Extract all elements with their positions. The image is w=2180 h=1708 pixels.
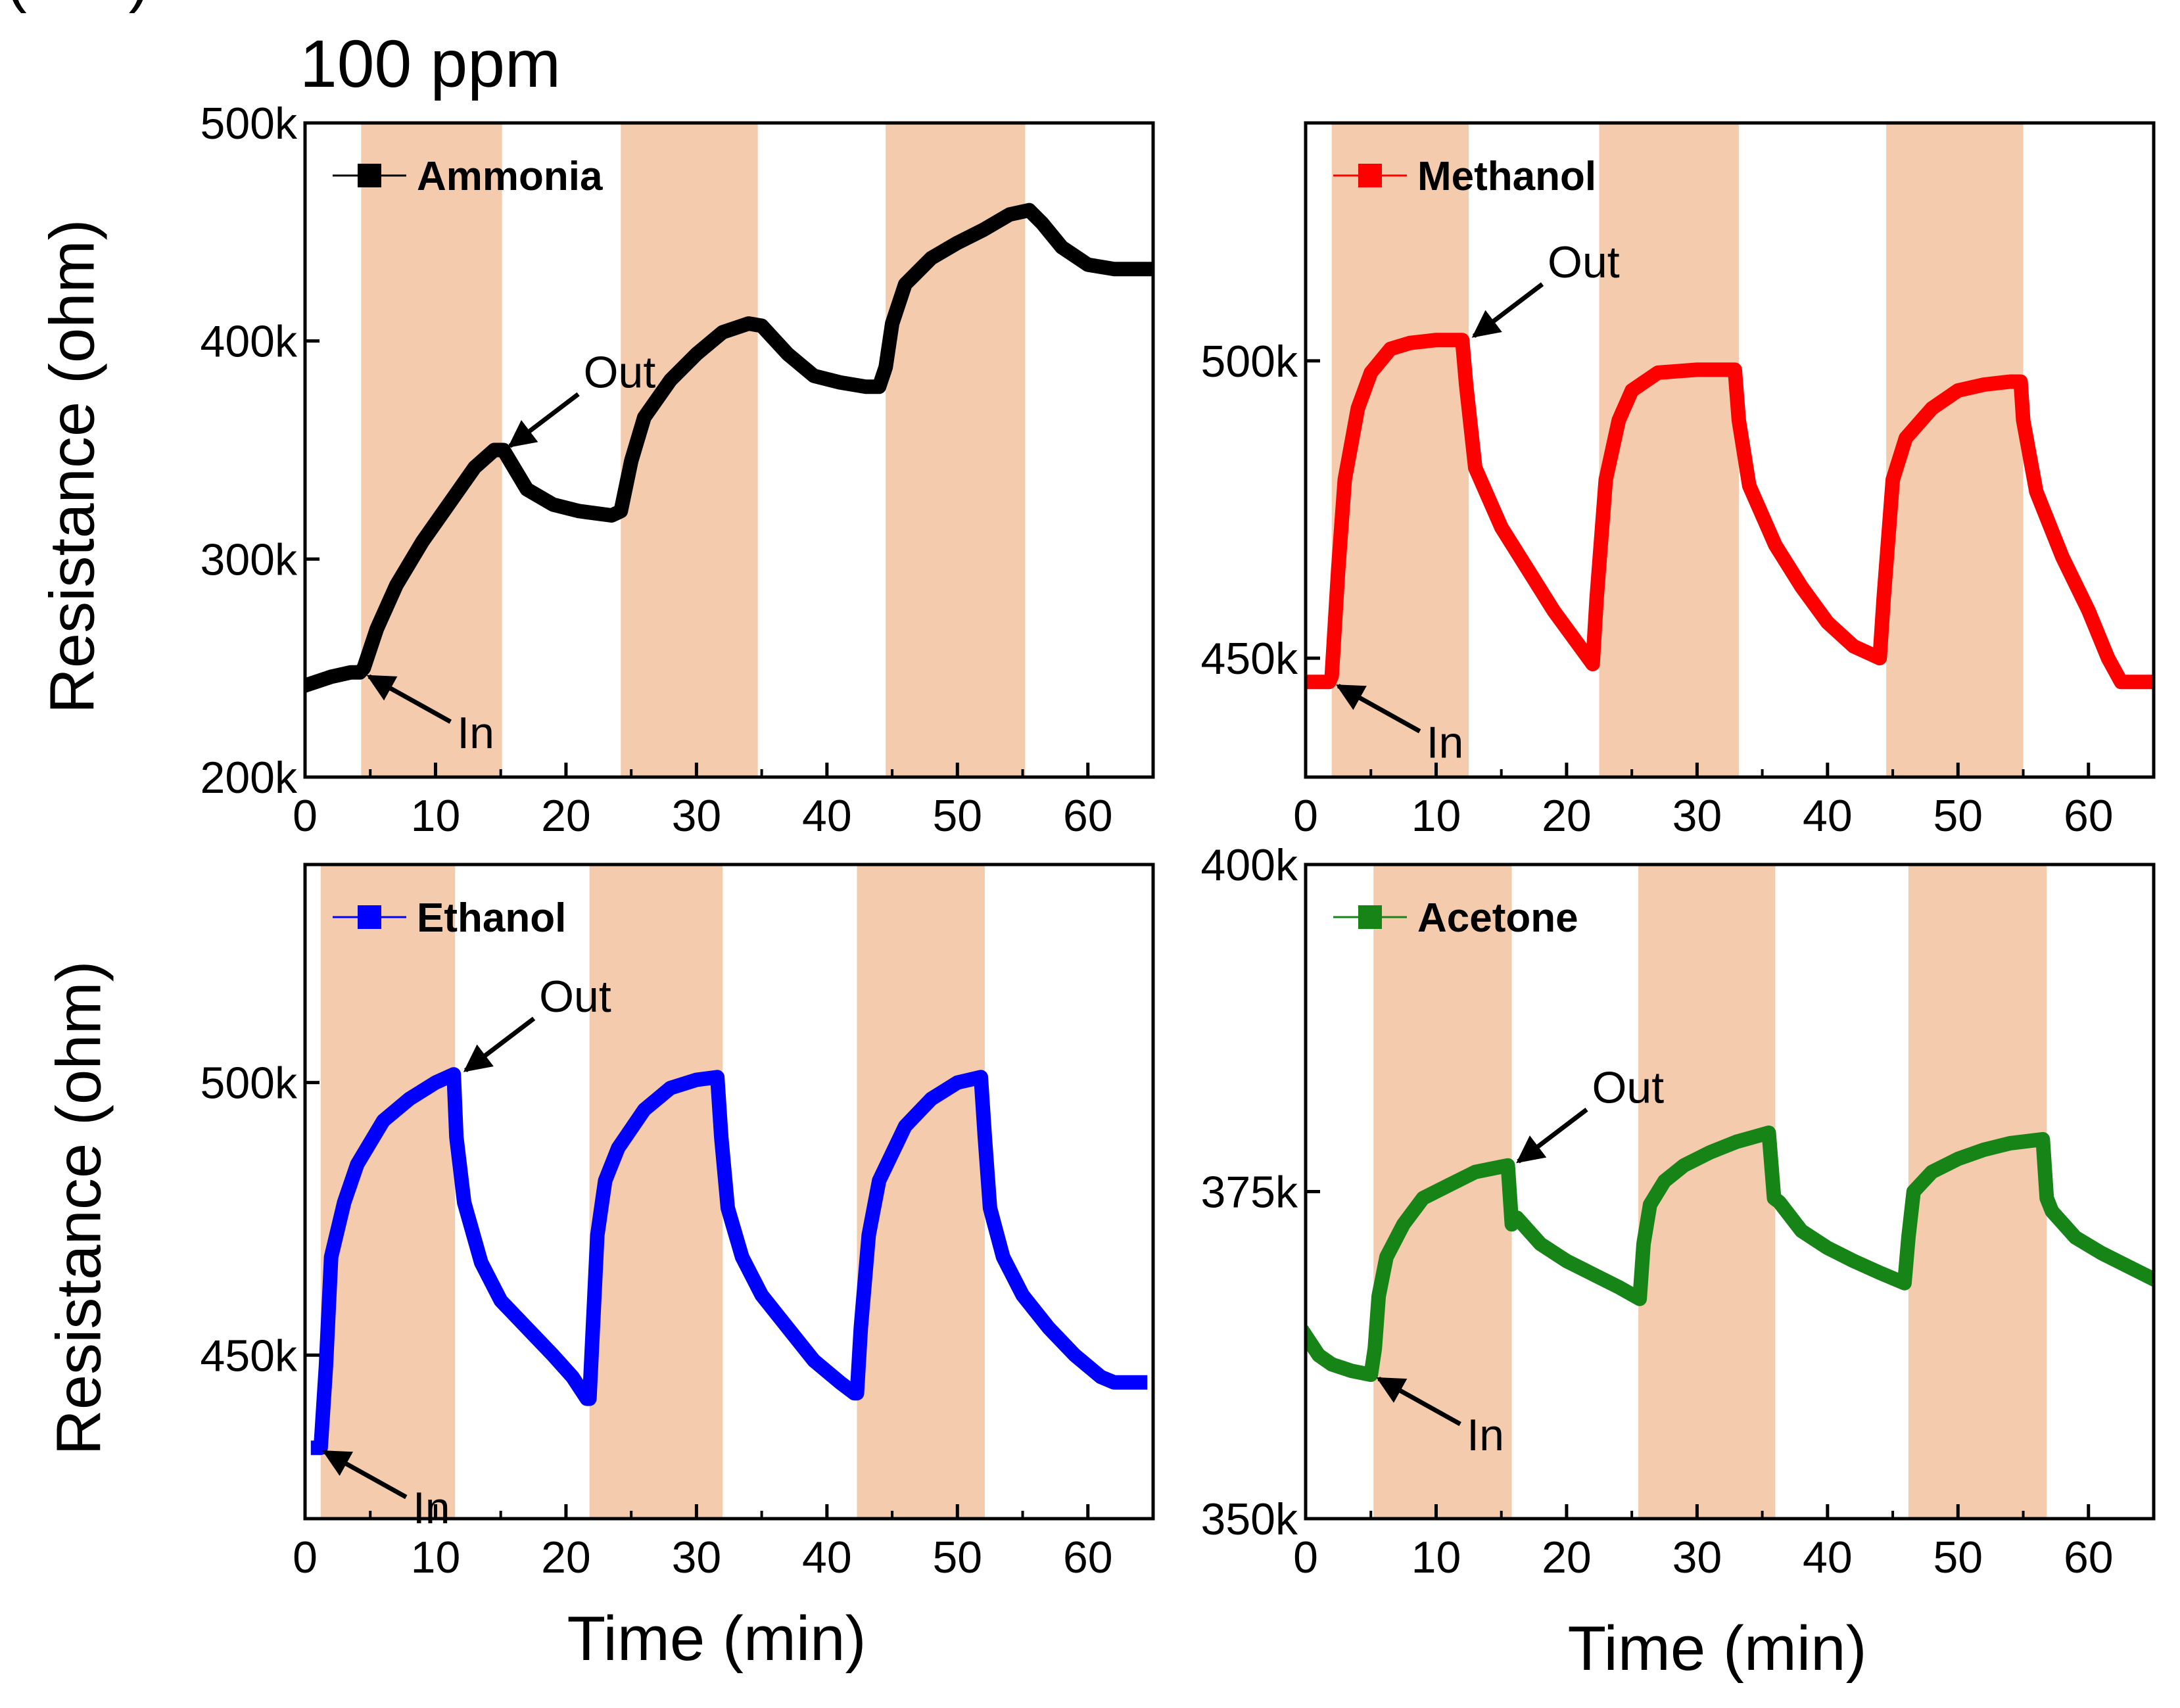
out-label: Out <box>584 348 656 398</box>
in-label: In <box>457 708 494 758</box>
x-tick-label: 30 <box>1672 791 1722 841</box>
legend-label: Methanol <box>1417 154 1596 199</box>
y-tick-label: 450k <box>201 1331 298 1381</box>
exposure-window <box>361 123 502 777</box>
y-tick-label: 500k <box>201 99 298 149</box>
figure-label: 100 ppm <box>300 26 561 101</box>
x-tick-label: 20 <box>541 791 591 841</box>
series-line-ethanol <box>310 1067 1148 1456</box>
in-label: In <box>1427 717 1464 767</box>
x-tick-label: 40 <box>1803 791 1853 841</box>
x-tick-label: 40 <box>1803 1532 1853 1582</box>
x-tick-label: 0 <box>1293 1532 1318 1582</box>
in-arrow <box>1376 1377 1461 1427</box>
exposure-window <box>621 123 758 777</box>
x-tick-label: 10 <box>1411 1532 1461 1582</box>
x-tick-label: 10 <box>1411 791 1461 841</box>
x-tick-label: 30 <box>672 1532 722 1582</box>
x-tick-label: 20 <box>1542 791 1592 841</box>
x-tick-label: 50 <box>1933 791 1983 841</box>
x-tick-label: 10 <box>411 1532 461 1582</box>
legend-label: Acetone <box>1417 895 1578 941</box>
in-label: In <box>1467 1410 1504 1460</box>
out-arrow <box>463 1016 536 1073</box>
legend-label: Ethanol <box>417 895 566 941</box>
legend-marker <box>358 905 381 929</box>
y-axis-title: Resistance (ohm) <box>37 219 108 713</box>
legend-marker <box>1358 164 1382 187</box>
plot-frame <box>1304 121 2156 779</box>
y-tick-label: 400k <box>1201 840 1298 890</box>
y-tick-label: 300k <box>201 534 298 584</box>
x-tick-label: 30 <box>672 791 722 841</box>
x-tick-label: 0 <box>293 1532 318 1582</box>
x-axis-title: Time (min) <box>1567 1613 1866 1684</box>
exposure-window <box>1599 123 1739 777</box>
out-label: Out <box>539 972 611 1022</box>
series-line-methanol <box>1306 333 2154 690</box>
panel-ammonia: 0 10 20 30 40 50 60 200k 300k 400k 500k Ammonia In Ou… <box>37 99 1155 841</box>
plot-frame <box>303 121 1155 779</box>
out-arrow <box>1516 1107 1588 1164</box>
exposure-window <box>886 123 1026 777</box>
panel-methanol: 0 10 20 30 40 50 60 450k 500k Methanol In Out Time (… <box>1201 121 2156 1684</box>
y-tick-label: 450k <box>1201 634 1298 684</box>
panels: 0 10 20 30 40 50 60 200k 300k 400k 500k Ammonia In Ou… <box>0 0 2156 1684</box>
panel-ethanol: 0 10 20 30 40 50 60 450k 500k Ethanol In Out Resista… <box>44 863 1155 1674</box>
y-tick-label: 400k <box>201 317 298 367</box>
x-tick-label: 50 <box>1933 1532 1983 1582</box>
x-tick-label: 50 <box>932 791 982 841</box>
y-tick-label: 200k <box>201 753 298 803</box>
y-tick-label: 500k <box>1201 337 1298 387</box>
x-tick-label: 30 <box>1672 1532 1722 1582</box>
panel-acetone: 0 10 20 30 40 50 60 350k 375k 400k Acetone In Out Tim… <box>0 0 2156 1582</box>
exposure-window <box>1908 865 2047 1519</box>
in-arrow <box>322 1450 408 1500</box>
y-axis-title: Resistance (ohm) <box>44 961 114 1455</box>
x-tick-label: 50 <box>932 1532 982 1582</box>
legend-label: Ammonia <box>417 154 603 199</box>
x-tick-label: 20 <box>1542 1532 1592 1582</box>
x-tick-label: 10 <box>411 791 461 841</box>
in-label: In <box>413 1483 450 1533</box>
out-label: Out <box>1548 237 1620 287</box>
x-axis-title: Time (min) <box>567 1603 866 1674</box>
x-tick-label: 20 <box>541 1532 591 1582</box>
in-arrow <box>1335 684 1421 734</box>
exposure-window <box>589 865 723 1519</box>
series-line-acetone <box>1306 1126 2154 1383</box>
plot-frame <box>303 863 1155 1521</box>
x-tick-label: 40 <box>802 1532 852 1582</box>
series-line-ammonia <box>305 202 1153 694</box>
y-tick-label: 375k <box>1201 1168 1298 1218</box>
x-tick-label: 40 <box>802 791 852 841</box>
legend-marker <box>1358 905 1382 929</box>
x-tick-label: 0 <box>293 791 318 841</box>
x-tick-label: 60 <box>2064 1532 2114 1582</box>
y-tick-label: 350k <box>1201 1494 1298 1544</box>
legend-marker <box>358 164 381 187</box>
out-arrow <box>508 392 580 448</box>
out-label: Out <box>1592 1063 1665 1113</box>
out-arrow <box>1471 282 1544 338</box>
x-tick-label: 0 <box>1293 791 1318 841</box>
in-arrow <box>366 674 452 724</box>
x-axis-title: Time (min) <box>0 0 150 14</box>
y-tick-label: 500k <box>201 1058 298 1108</box>
x-tick-label: 60 <box>1063 791 1113 841</box>
x-tick-label: 60 <box>2064 791 2114 841</box>
x-tick-label: 60 <box>1063 1532 1113 1582</box>
